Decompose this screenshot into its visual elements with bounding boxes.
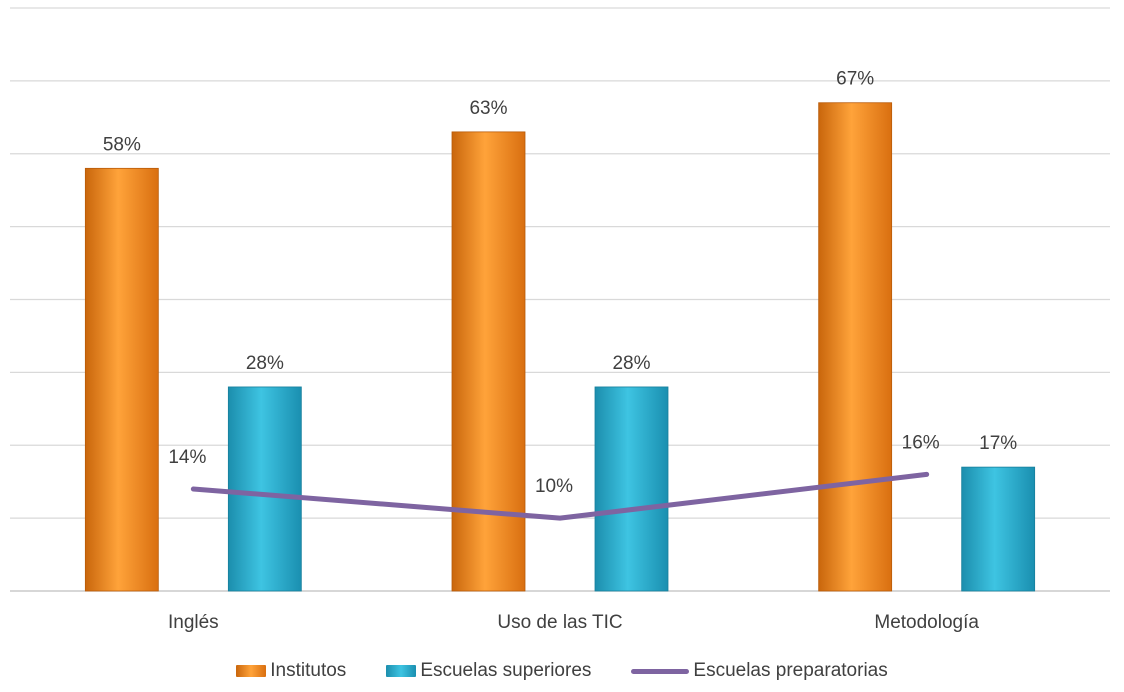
data-label-escuelas-preparatorias-ingles: 14% [168, 447, 206, 468]
legend-item-escuelas-preparatorias: Escuelas preparatorias [631, 660, 888, 682]
legend-swatch-escuelas-superiores [386, 665, 417, 677]
data-label-institutos-uso-de-las-tic: 63% [469, 98, 507, 119]
line-escuelas-preparatorias [190, 471, 930, 521]
bar-institutos-uso-de-las-tic [451, 131, 526, 592]
legend-item-escuelas-superiores: Escuelas superiores [386, 660, 591, 682]
legend-swatch-institutos [236, 665, 267, 677]
data-label-escuelas-superiores-ingles: 28% [246, 353, 284, 374]
bar-escuelas-superiores-ingles [227, 386, 302, 592]
data-label-escuelas-preparatorias-uso-de-las-tic: 10% [535, 476, 573, 497]
data-label-escuelas-preparatorias-metodologia: 16% [902, 432, 940, 453]
data-label-institutos-ingles: 58% [103, 134, 141, 155]
bar-institutos-ingles [84, 167, 159, 592]
x-tick-label-uso-de-las-tic: Uso de las TIC [497, 612, 622, 633]
bar-escuelas-superiores-uso-de-las-tic [594, 386, 669, 592]
x-tick-label-ingles: Inglés [168, 612, 219, 633]
bar-escuelas-superiores-metodologia [961, 466, 1036, 592]
bar-institutos-metodologia [818, 102, 893, 592]
legend-label-escuelas-superiores: Escuelas superiores [420, 660, 592, 681]
data-label-escuelas-superiores-uso-de-las-tic: 28% [612, 353, 650, 374]
chart-plot: 58% 28% Inglés 63% 28% Uso de las TIC 67% 17% Me… [10, 7, 1110, 633]
data-label-institutos-metodologia: 67% [836, 69, 874, 90]
legend-label-institutos: Institutos [270, 660, 347, 681]
legend-label-escuelas-preparatorias: Escuelas preparatorias [693, 660, 888, 681]
legend-item-institutos: Institutos [236, 660, 346, 682]
legend: Institutos Escuelas superiores Escuelas … [0, 660, 1124, 682]
data-label-escuelas-superiores-metodologia: 17% [979, 433, 1017, 454]
legend-swatch-escuelas-preparatorias [631, 668, 690, 674]
x-tick-label-metodologia: Metodología [874, 612, 979, 633]
